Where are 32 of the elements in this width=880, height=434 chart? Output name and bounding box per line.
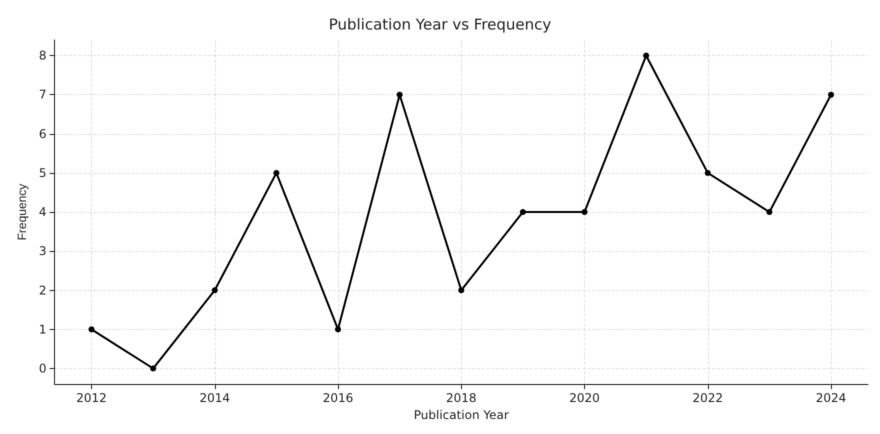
y-tick-label: 2 — [38, 283, 47, 298]
y-tick-label: 5 — [38, 166, 47, 180]
y-tick-label: 6 — [38, 126, 47, 141]
point — [766, 209, 772, 216]
point — [643, 52, 650, 59]
x-tick-label: 2024 — [816, 391, 846, 406]
point — [273, 170, 280, 176]
y-tick-label: 4 — [38, 205, 47, 220]
point — [458, 287, 464, 294]
y-tick-label: 0 — [38, 361, 47, 376]
point — [582, 209, 588, 216]
chart-title: Publication Year vs Frequency — [328, 16, 552, 34]
x-tick-label: 2020 — [569, 391, 600, 406]
x-tick-label: 2016 — [322, 391, 354, 406]
point — [88, 326, 95, 332]
point — [212, 287, 218, 294]
x-tick-label: 2018 — [446, 391, 477, 406]
point — [150, 365, 156, 372]
x-tick-label: 2012 — [76, 391, 107, 406]
y-tick-label: 3 — [38, 244, 47, 258]
point — [335, 326, 342, 332]
point — [396, 92, 403, 98]
point — [704, 170, 711, 176]
x-tick-label: 2014 — [199, 391, 230, 406]
y-tick-label: 8 — [38, 48, 47, 63]
point — [828, 92, 834, 98]
y-axis-title: Frequency — [15, 184, 29, 240]
y-tick-label: 1 — [38, 322, 47, 336]
y-tick-label: 7 — [38, 88, 47, 102]
x-axis-title: Publication Year — [414, 408, 509, 422]
x-tick-label: 2022 — [692, 391, 724, 406]
point — [520, 209, 526, 216]
